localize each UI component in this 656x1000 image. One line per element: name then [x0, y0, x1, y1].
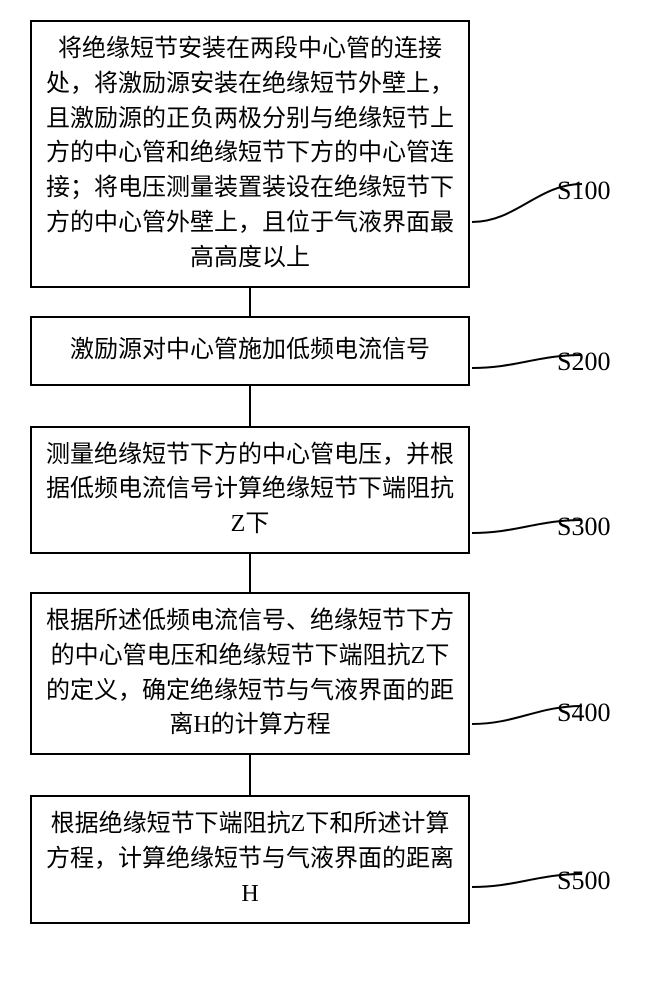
flow-step-box: 测量绝缘短节下方的中心管电压，并根据低频电流信号计算绝缘短节下端阻抗Z下S300 — [30, 426, 470, 554]
flow-step-text: 激励源对中心管施加低频电流信号 — [70, 333, 430, 368]
flow-step-label: S200 — [557, 343, 610, 381]
flow-step-box: 将绝缘短节安装在两段中心管的连接处，将激励源安装在绝缘短节外壁上，且激励源的正负… — [30, 20, 470, 288]
flow-connector — [249, 755, 251, 795]
flow-step-text: 测量绝缘短节下方的中心管电压，并根据低频电流信号计算绝缘短节下端阻抗Z下 — [46, 438, 454, 542]
flow-step-text: 根据所述低频电流信号、绝缘短节下方的中心管电压和绝缘短节下端阻抗Z下的定义，确定… — [46, 604, 454, 743]
flow-connector — [249, 288, 251, 316]
flow-step-box: 根据绝缘短节下端阻抗Z下和所述计算方程，计算绝缘短节与气液界面的距离HS500 — [30, 795, 470, 923]
flow-step-text: 根据绝缘短节下端阻抗Z下和所述计算方程，计算绝缘短节与气液界面的距离H — [46, 807, 454, 911]
flow-step-text: 将绝缘短节安装在两段中心管的连接处，将激励源安装在绝缘短节外壁上，且激励源的正负… — [46, 32, 454, 276]
flow-step-box: 激励源对中心管施加低频电流信号S200 — [30, 316, 470, 386]
flow-connector — [249, 554, 251, 592]
flow-step-label: S500 — [557, 862, 610, 900]
flow-step-label: S400 — [557, 694, 610, 732]
flow-connector — [249, 386, 251, 426]
flow-step-label: S300 — [557, 508, 610, 546]
flow-step-box: 根据所述低频电流信号、绝缘短节下方的中心管电压和绝缘短节下端阻抗Z下的定义，确定… — [30, 592, 470, 755]
flow-step-label: S100 — [557, 172, 610, 210]
